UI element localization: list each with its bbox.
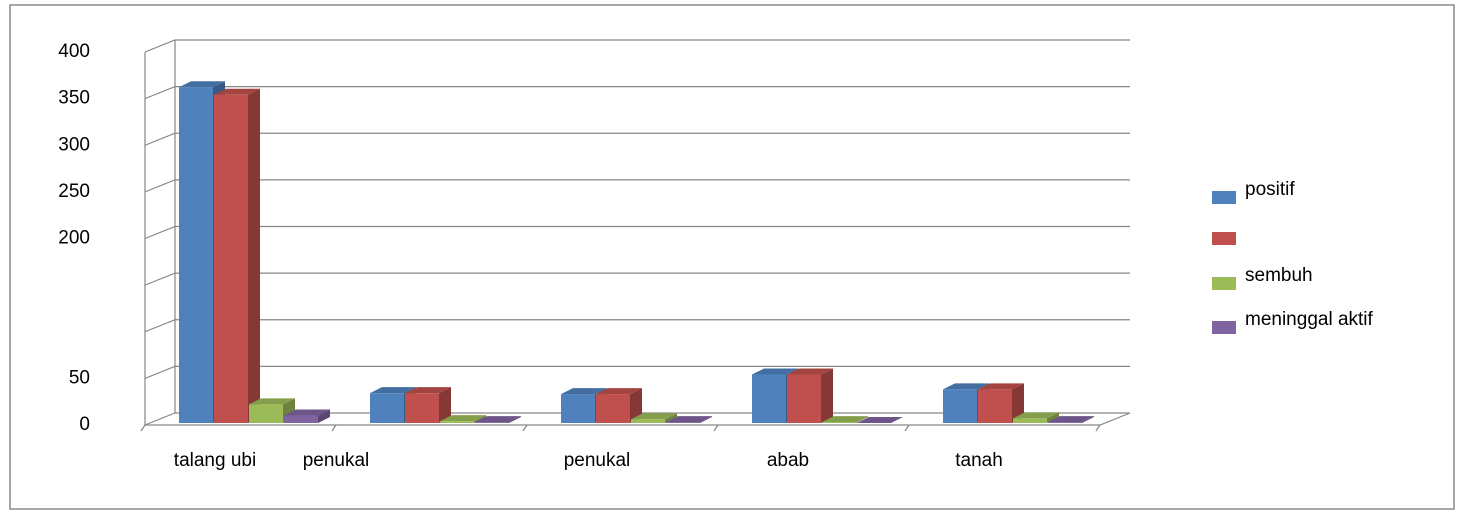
bar-top: [666, 416, 712, 423]
bar: [284, 415, 318, 423]
x-tick-label: talang ubi: [174, 450, 256, 471]
bar-side: [1047, 412, 1059, 423]
bar: [370, 393, 404, 423]
bar: [405, 393, 439, 423]
bar: [943, 389, 977, 423]
bar-side: [1082, 416, 1094, 423]
legend-swatch: [1212, 321, 1236, 334]
x-tick: [713, 424, 719, 432]
bar-top: [440, 415, 486, 422]
bar-side: [856, 416, 868, 423]
bar: [561, 394, 595, 423]
x-tick: [331, 424, 337, 432]
bar-top: [596, 388, 642, 395]
bar-top: [405, 387, 451, 394]
bar-top: [249, 398, 295, 405]
bar: [475, 422, 509, 423]
bar-side: [248, 88, 260, 423]
y-tick-label: 0: [79, 414, 90, 435]
bar: [1048, 422, 1082, 423]
bar-side: [1012, 383, 1024, 423]
legend-swatch: [1212, 191, 1236, 204]
bar: [596, 394, 630, 423]
bar-top: [631, 413, 677, 420]
bar: [249, 404, 283, 423]
bar: [752, 374, 786, 423]
bar: [666, 422, 700, 423]
grid-line: [144, 179, 1130, 193]
bar: [822, 422, 856, 423]
bar-top: [179, 81, 225, 88]
grid-line: [144, 86, 1130, 100]
bar: [978, 389, 1012, 423]
y-tick-label: 250: [58, 181, 90, 202]
bar: [440, 421, 474, 423]
bar-top: [822, 416, 868, 423]
y-tick-label: 200: [58, 228, 90, 249]
bar: [631, 419, 665, 423]
bar: [179, 87, 213, 424]
bar: [787, 374, 821, 423]
bar: [1013, 418, 1047, 423]
bar-side: [318, 409, 330, 423]
x-tick-label: penukal: [303, 450, 370, 471]
bar-side: [439, 387, 451, 423]
bar-top: [214, 88, 260, 95]
y-tick-label: 300: [58, 134, 90, 155]
bar-top: [1048, 416, 1094, 423]
grid-line: [144, 132, 1130, 146]
legend-label: meninggal aktif: [1245, 309, 1374, 330]
x-tick-label: abab: [767, 450, 809, 471]
bar-top: [978, 383, 1024, 390]
bar-side: [665, 413, 677, 423]
grid-line: [144, 365, 1130, 379]
bar-side: [821, 368, 833, 423]
grid-line: [144, 225, 1130, 240]
legend-swatch: [1212, 277, 1236, 290]
bar-side: [474, 415, 486, 423]
legend-swatch: [1212, 232, 1236, 245]
y-tick-label: 350: [58, 88, 90, 109]
bar-top: [561, 388, 607, 395]
y-tick-label: 50: [69, 367, 90, 388]
bar-top: [857, 417, 903, 423]
legend-label: positif: [1245, 179, 1295, 200]
bar-top: [370, 387, 416, 394]
bar-top: [475, 416, 521, 423]
bar-side: [509, 416, 521, 423]
x-tick: [904, 424, 910, 432]
x-tick-label: penukal: [564, 450, 631, 471]
grid-line: [144, 39, 1130, 53]
legend-label: sembuh: [1245, 265, 1313, 286]
x-tick: [522, 424, 528, 432]
bar: [214, 94, 248, 423]
bar-top: [943, 383, 989, 390]
x-tick: [140, 424, 146, 432]
bar-top: [1013, 412, 1059, 419]
bar-top: [787, 368, 833, 375]
x-tick: [1095, 424, 1101, 432]
grid-line: [144, 272, 1130, 286]
x-tick-label: tanah: [955, 450, 1003, 471]
bar-side: [700, 416, 712, 423]
bar-side: [630, 388, 642, 423]
bar-top: [752, 368, 798, 375]
bar-top: [284, 409, 330, 416]
y-tick-label: 400: [58, 41, 90, 62]
grid-line: [144, 319, 1130, 333]
